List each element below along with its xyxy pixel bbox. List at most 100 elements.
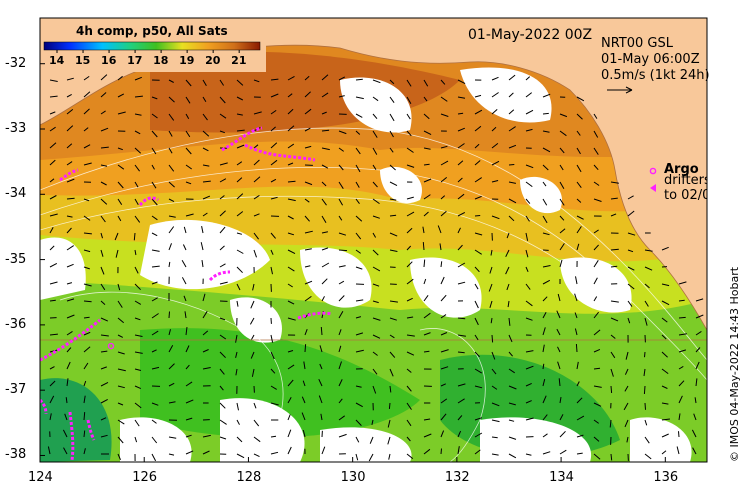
current-vector bbox=[678, 431, 680, 438]
current-vector bbox=[542, 279, 551, 285]
bathymetry-contours bbox=[40, 127, 707, 462]
current-vector bbox=[100, 92, 107, 98]
current-vector bbox=[423, 350, 430, 353]
current-vector bbox=[253, 453, 260, 458]
current-vector bbox=[440, 195, 446, 200]
current-vector bbox=[185, 130, 191, 138]
current-vector bbox=[406, 297, 413, 302]
current-vector bbox=[423, 312, 431, 319]
current-vector bbox=[202, 330, 209, 336]
current-vector bbox=[610, 368, 614, 377]
current-vector bbox=[488, 283, 493, 292]
current-vectors bbox=[47, 74, 704, 462]
current-vector bbox=[302, 429, 306, 438]
current-vector bbox=[576, 452, 583, 455]
current-vector bbox=[542, 296, 548, 302]
current-vector bbox=[185, 450, 194, 455]
current-vector bbox=[525, 76, 531, 81]
current-vector bbox=[83, 162, 92, 166]
current-vector bbox=[678, 413, 681, 421]
current-vector bbox=[678, 316, 686, 319]
colorbar-tick-label: 15 bbox=[75, 54, 91, 67]
current-vector bbox=[474, 283, 479, 290]
current-vector bbox=[134, 95, 143, 98]
current-vector bbox=[406, 196, 414, 200]
current-vector bbox=[610, 181, 619, 184]
current-vector bbox=[489, 300, 493, 308]
current-vector bbox=[168, 215, 176, 218]
current-vector bbox=[437, 225, 442, 234]
current-vector bbox=[321, 92, 329, 98]
current-vector bbox=[508, 181, 516, 184]
current-vector bbox=[423, 113, 430, 120]
current-vector bbox=[236, 211, 244, 217]
current-vector bbox=[134, 368, 142, 371]
current-vector bbox=[321, 164, 329, 169]
current-vector bbox=[542, 433, 548, 438]
current-vector bbox=[542, 395, 547, 404]
current-vector bbox=[525, 283, 531, 290]
current-vector bbox=[202, 96, 207, 103]
current-vector bbox=[338, 280, 345, 285]
current-vector bbox=[627, 249, 634, 253]
current-vector bbox=[117, 334, 124, 338]
current-vector bbox=[387, 436, 391, 445]
current-vector bbox=[406, 96, 412, 105]
current-vector bbox=[406, 402, 412, 410]
current-vector bbox=[542, 164, 549, 171]
current-vector bbox=[114, 232, 119, 241]
current-vector bbox=[576, 198, 582, 203]
current-vector bbox=[372, 300, 379, 304]
current-vector bbox=[491, 453, 499, 456]
current-vector bbox=[525, 164, 534, 169]
current-vector bbox=[559, 430, 566, 438]
current-vector bbox=[100, 127, 109, 132]
current-vector bbox=[287, 125, 295, 132]
current-vector bbox=[100, 164, 108, 167]
current-vector bbox=[610, 213, 617, 217]
current-vector bbox=[219, 210, 226, 217]
current-vector bbox=[287, 429, 292, 438]
current-vector bbox=[491, 351, 496, 360]
current-vector bbox=[457, 281, 466, 285]
colorbar-tick-label: 16 bbox=[101, 54, 117, 67]
current-vector bbox=[559, 414, 564, 421]
current-vector bbox=[338, 232, 347, 236]
current-vector bbox=[644, 283, 650, 289]
current-vector bbox=[66, 298, 75, 302]
current-vector bbox=[235, 351, 238, 359]
current-vector bbox=[168, 382, 175, 387]
current-vector bbox=[338, 198, 344, 206]
current-vector bbox=[49, 142, 57, 149]
current-vector bbox=[369, 436, 374, 444]
current-vector bbox=[117, 198, 123, 205]
current-vector bbox=[542, 327, 546, 336]
current-vector bbox=[151, 215, 158, 221]
current-vector bbox=[440, 448, 442, 455]
current-vector bbox=[371, 419, 374, 426]
current-vector bbox=[303, 361, 306, 370]
current-vector bbox=[83, 75, 90, 81]
current-vector bbox=[287, 215, 294, 220]
current-vector bbox=[202, 147, 209, 152]
current-vector bbox=[83, 412, 86, 421]
current-vector bbox=[287, 75, 295, 81]
current-vector bbox=[185, 381, 193, 387]
current-vector bbox=[168, 363, 175, 370]
current-vector bbox=[627, 210, 635, 217]
current-vector bbox=[559, 228, 566, 234]
current-vector bbox=[389, 181, 398, 187]
current-vector bbox=[508, 198, 517, 204]
current-vector bbox=[542, 414, 548, 421]
current-vector bbox=[151, 419, 157, 424]
current-vector bbox=[202, 367, 211, 370]
current-vector bbox=[338, 379, 343, 387]
current-vector bbox=[387, 419, 391, 428]
current-vector bbox=[304, 344, 307, 353]
current-vector bbox=[372, 283, 380, 287]
current-vector bbox=[624, 368, 629, 375]
current-vector bbox=[474, 125, 482, 132]
current-vector bbox=[423, 178, 432, 183]
current-vector bbox=[200, 242, 204, 251]
current-vector bbox=[151, 198, 158, 206]
